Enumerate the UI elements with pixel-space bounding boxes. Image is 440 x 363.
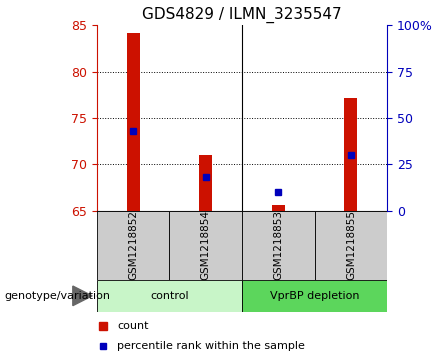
Polygon shape: [73, 286, 92, 306]
Text: genotype/variation: genotype/variation: [4, 291, 110, 301]
Bar: [97, 280, 242, 312]
Title: GDS4829 / ILMN_3235547: GDS4829 / ILMN_3235547: [142, 7, 342, 23]
Bar: [199, 155, 212, 211]
Text: VprBP depletion: VprBP depletion: [270, 291, 359, 301]
Bar: [272, 205, 285, 211]
Bar: [97, 211, 169, 280]
Bar: [315, 211, 387, 280]
Bar: [127, 33, 139, 211]
Text: control: control: [150, 291, 189, 301]
Bar: [242, 280, 387, 312]
Text: count: count: [117, 321, 149, 331]
Bar: [345, 98, 357, 211]
Text: percentile rank within the sample: percentile rank within the sample: [117, 341, 305, 351]
Text: GSM1218853: GSM1218853: [273, 210, 283, 280]
Text: GSM1218854: GSM1218854: [201, 210, 211, 280]
Bar: [169, 211, 242, 280]
Bar: [242, 211, 315, 280]
Text: GSM1218852: GSM1218852: [128, 210, 138, 280]
Text: GSM1218855: GSM1218855: [346, 210, 356, 280]
